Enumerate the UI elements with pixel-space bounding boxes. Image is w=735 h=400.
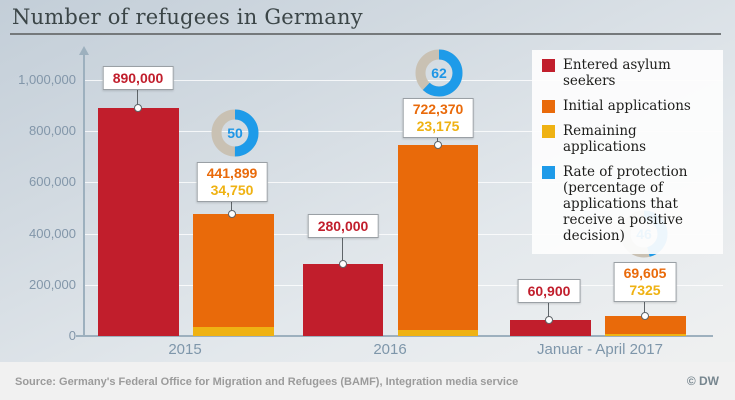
protection-rate-donut-2016: 62 <box>415 49 463 97</box>
title-divider <box>10 33 721 35</box>
footer-bar: Source: Germany's Federal Office for Mig… <box>0 362 735 400</box>
bar-entered-2015 <box>98 108 179 336</box>
y-tick-label-400000: 400,000 <box>29 225 76 241</box>
x-tick-label-2015: 2015 <box>168 341 202 358</box>
callout-dot <box>641 312 649 320</box>
value-remaining-2017: 7325 <box>629 282 661 298</box>
legend-swatch-red <box>542 59 555 72</box>
legend-item-entered-asylum-seekers: Entered asylum seekers <box>542 57 723 89</box>
protection-rate-value: 62 <box>431 65 447 81</box>
value-entered-2017: 60,900 <box>527 283 571 299</box>
legend-swatch-yellow <box>542 125 555 138</box>
protection-rate-value: 50 <box>227 125 243 141</box>
dw-copyright: © DW <box>686 374 719 388</box>
y-tick-label-800000: 800,000 <box>29 123 76 139</box>
callout-dot <box>434 141 442 149</box>
value-label-entered-2016: 280,000 <box>307 214 379 238</box>
bar-entered-januar-april-2017 <box>510 320 591 336</box>
legend-label: Initial applications <box>563 98 691 114</box>
legend-item-initial-applications: Initial applications <box>542 98 723 114</box>
legend-label: Rate of protection (percentage of applic… <box>563 164 688 244</box>
x-tick-label-2016: 2016 <box>373 341 407 358</box>
legend-item-rate-of-protection: Rate of protection (percentage of applic… <box>542 164 723 244</box>
y-tick-label-600000: 600,000 <box>29 174 76 190</box>
legend-item-remaining-applications: Remaining applications <box>542 123 723 155</box>
x-tick-label-2017: Januar - April 2017 <box>537 341 663 358</box>
callout-dot <box>545 316 553 324</box>
callout-line <box>548 301 549 320</box>
gridline-1000000 <box>84 80 723 81</box>
value-label-entered-2017: 60,900 <box>517 279 581 303</box>
callout-dot <box>339 260 347 268</box>
value-label-applications-2016: 722,370 23,175 <box>402 98 474 138</box>
y-axis-line <box>83 54 85 336</box>
legend-swatch-orange <box>542 100 555 113</box>
value-initial-2016: 722,370 <box>412 101 464 117</box>
legend-label: Remaining applications <box>563 123 647 155</box>
legend-swatch-blue <box>542 166 555 179</box>
callout-line <box>231 202 232 214</box>
bar-entered-2016 <box>303 264 383 336</box>
bar-initial-januar-april-2017 <box>605 316 686 334</box>
x-axis-line <box>76 335 713 337</box>
bar-remaining-2015 <box>193 327 274 336</box>
bar-remaining-2016 <box>398 330 478 336</box>
source-text: Source: Germany's Federal Office for Mig… <box>15 376 519 388</box>
legend: Entered asylum seekers Initial applicati… <box>532 50 723 254</box>
value-label-applications-2015: 441,899 34,750 <box>196 162 268 202</box>
callout-dot <box>228 210 236 218</box>
legend-label: Entered asylum seekers <box>563 57 671 89</box>
protection-rate-donut-2015: 50 <box>211 109 259 157</box>
value-initial-2017: 69,605 <box>623 265 667 281</box>
chart-title: Number of refugees in Germany <box>12 5 363 29</box>
bar-initial-2015 <box>193 214 274 327</box>
callout-dot <box>134 104 142 112</box>
value-label-applications-2017: 69,605 7325 <box>613 262 677 302</box>
callout-line <box>342 236 343 264</box>
bar-initial-2016 <box>398 145 478 330</box>
value-remaining-2016: 23,175 <box>416 118 460 134</box>
value-entered-2016: 280,000 <box>317 218 369 234</box>
y-tick-label-1000000: 1,000,000 <box>18 72 76 87</box>
y-tick-label-200000: 200,000 <box>29 276 76 292</box>
callout-line <box>644 302 645 316</box>
value-entered-2015: 890,000 <box>112 70 164 86</box>
value-initial-2015: 441,899 <box>206 165 258 181</box>
bar-remaining-januar-april-2017 <box>605 334 686 336</box>
value-label-entered-2015: 890,000 <box>102 66 174 90</box>
y-axis-arrow-icon <box>79 46 89 55</box>
value-remaining-2015: 34,750 <box>210 182 254 198</box>
y-tick-label-0: 0 <box>68 328 76 343</box>
callout-line <box>137 88 138 108</box>
